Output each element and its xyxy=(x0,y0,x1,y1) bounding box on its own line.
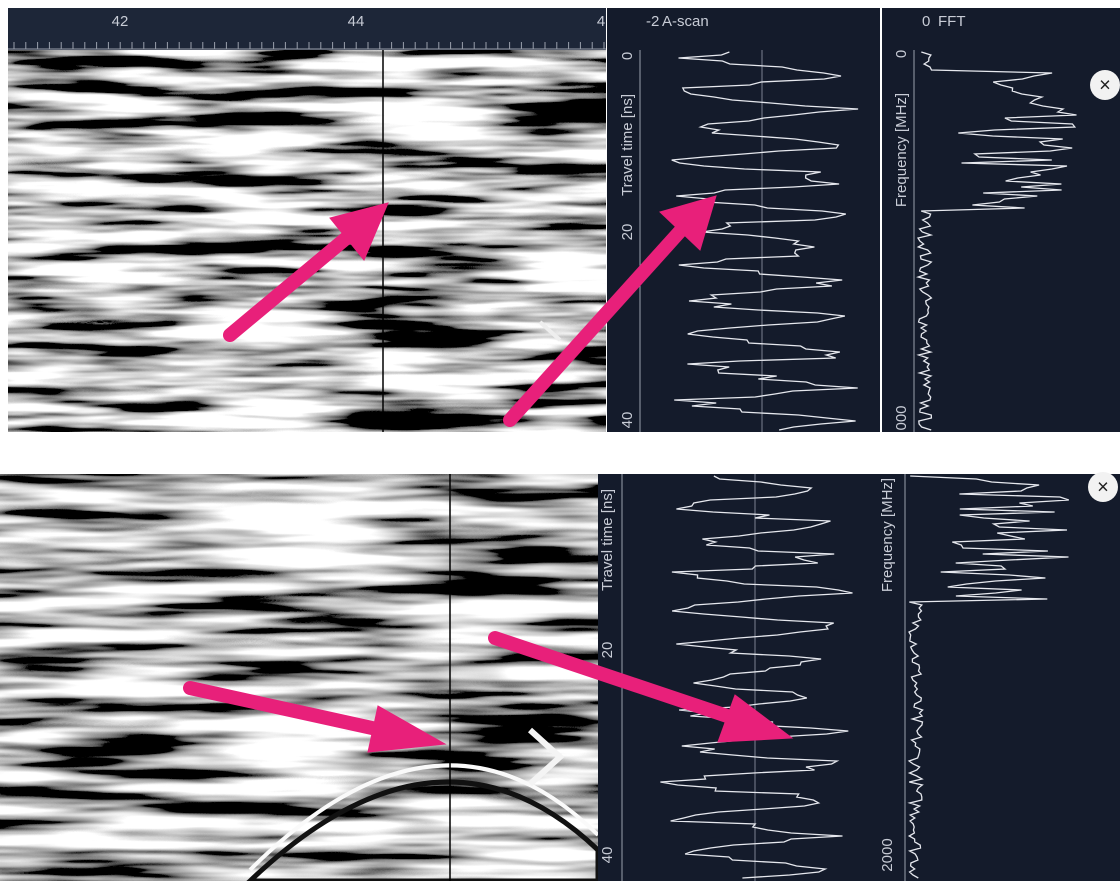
ascan-title: A-scan xyxy=(662,13,709,30)
bottom-panel: Travel time [ns] 20 40 Frequency [MHz] 2… xyxy=(0,472,1120,881)
ascan-panel xyxy=(598,474,875,881)
ascan-axis-label: Travel time [ns] xyxy=(619,94,636,196)
fft-title: FFT xyxy=(938,13,966,30)
radargram xyxy=(0,474,598,881)
fft-tick: 000 xyxy=(893,405,910,430)
distance-ruler xyxy=(8,8,606,50)
fft-range-label: 0 xyxy=(922,13,930,30)
ascan-tick: 20 xyxy=(619,224,636,241)
fft-axis-label: Frequency [MHz] xyxy=(879,478,896,592)
ruler-label: 4 xyxy=(597,13,605,30)
fft-tick: 0 xyxy=(893,50,910,58)
ascan-tick: 0 xyxy=(619,52,636,60)
ascan-range-label: -2 xyxy=(646,13,659,30)
ascan-panel xyxy=(607,8,880,432)
gpr-viewer: 42 44 4 -2 A-scan 0 20 40 Travel time [n… xyxy=(0,0,1120,881)
close-button[interactable]: × xyxy=(1088,472,1118,502)
ascan-tick: 40 xyxy=(619,412,636,429)
ruler-label: 42 xyxy=(112,13,129,30)
ascan-tick: 40 xyxy=(599,847,616,864)
fft-tick: 2000 xyxy=(879,838,896,871)
radargram xyxy=(8,8,606,432)
ruler-label: 44 xyxy=(348,13,365,30)
ascan-tick: 20 xyxy=(599,642,616,659)
top-panel: 42 44 4 -2 A-scan 0 20 40 Travel time [n… xyxy=(8,8,1120,432)
fft-axis-label: Frequency [MHz] xyxy=(893,93,910,207)
close-icon[interactable]: × xyxy=(1097,476,1109,498)
close-button[interactable]: × xyxy=(1090,70,1120,100)
ascan-axis-label: Travel time [ns] xyxy=(599,489,616,591)
close-icon[interactable]: × xyxy=(1099,74,1111,96)
